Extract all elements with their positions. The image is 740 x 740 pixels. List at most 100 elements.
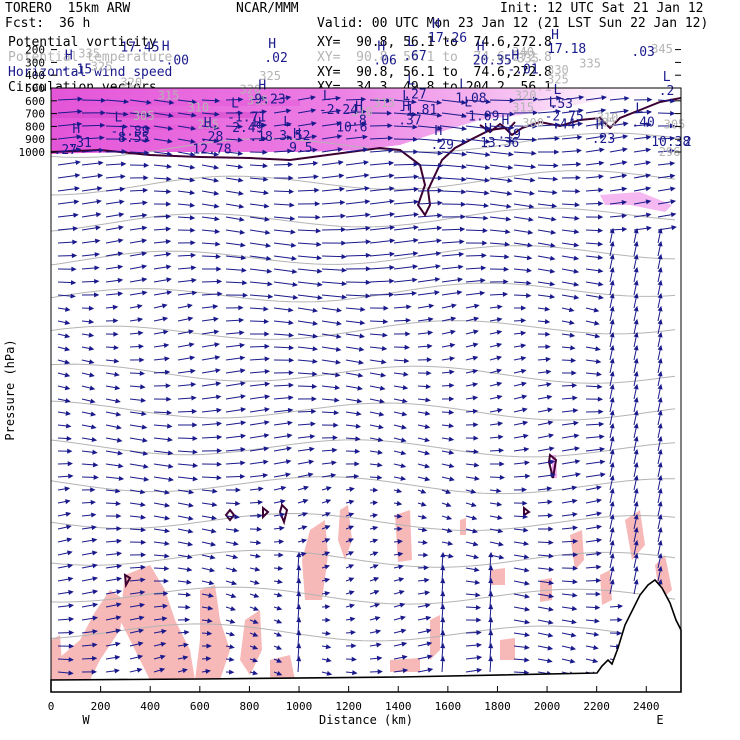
vector-head: [143, 175, 149, 181]
y-tick-label: 900: [25, 133, 45, 146]
vector-head: [166, 410, 173, 416]
x-tick-label: 1400: [385, 700, 412, 713]
vector-head: [485, 151, 491, 158]
vector-head: [335, 359, 342, 365]
vector-head: [252, 644, 259, 650]
extremum-letter: L: [635, 101, 643, 116]
vector-head: [314, 201, 321, 207]
vector-head: [633, 331, 639, 338]
vector-head: [311, 383, 318, 389]
vector-head: [594, 618, 600, 624]
vector-head: [600, 121, 606, 127]
vector-head: [72, 239, 78, 245]
vector-head: [264, 331, 270, 337]
vector-head: [94, 265, 100, 271]
vector-head: [609, 357, 615, 364]
vector-head: [621, 213, 628, 219]
vector-head: [112, 304, 119, 310]
vector-head: [365, 279, 372, 285]
vector-head: [140, 564, 146, 570]
vector-head: [523, 554, 530, 560]
theta-label: 315: [512, 101, 534, 115]
vector-head: [509, 98, 516, 104]
extremum-value: .40: [631, 115, 654, 130]
vector-head: [502, 291, 509, 297]
theta-label: 325: [91, 60, 113, 74]
vector-head: [597, 268, 604, 274]
vector-head: [472, 382, 479, 388]
vector-head: [139, 489, 146, 495]
vector-head: [549, 255, 556, 261]
vector-head: [448, 423, 455, 429]
vector-head: [633, 487, 639, 494]
vector-head: [288, 175, 294, 181]
vector-head: [358, 346, 365, 352]
vector-head: [572, 579, 578, 585]
vector-head: [397, 526, 403, 532]
vector-head: [206, 643, 212, 649]
vector-head: [189, 190, 196, 196]
vector-head: [277, 579, 283, 585]
vector-head: [213, 203, 220, 209]
vector-head: [498, 434, 504, 440]
extremum-value: .53: [550, 97, 573, 112]
vector-head: [92, 602, 99, 608]
vector-head: [645, 199, 652, 205]
vector-head: [237, 164, 244, 170]
vector-head: [90, 499, 96, 505]
vector-head: [633, 448, 639, 455]
vector-head: [253, 606, 259, 611]
vector-head: [311, 134, 318, 140]
vector-head: [189, 151, 196, 157]
vector-head: [598, 160, 605, 166]
vector-head: [356, 398, 363, 404]
vector-head: [123, 111, 129, 117]
vector-head: [254, 566, 261, 572]
extremum-letter: H: [435, 124, 443, 139]
vector-head: [191, 408, 198, 415]
vector-head: [263, 318, 270, 324]
vector-head: [400, 475, 407, 481]
vector-head: [240, 368, 246, 374]
extremum-letter: H: [355, 100, 363, 115]
extremum-value: 10.6: [336, 121, 367, 136]
vector-head: [213, 190, 220, 196]
vector-head: [325, 630, 331, 636]
vector-head: [276, 645, 283, 650]
vector-head: [115, 641, 121, 647]
theta-isoline: [51, 400, 676, 421]
vector-head: [289, 215, 296, 222]
vector-head: [361, 121, 368, 128]
vector-head: [239, 342, 246, 348]
y-tick-label: 600: [25, 95, 45, 108]
vector-head: [404, 344, 410, 350]
vector-head: [374, 602, 381, 608]
vector-head: [215, 381, 222, 387]
extremum-value: .19: [498, 128, 521, 143]
vector-head: [288, 370, 295, 376]
vector-head: [377, 669, 383, 675]
vector-head: [333, 410, 340, 416]
vector-head: [379, 385, 386, 391]
vector-head: [263, 190, 269, 196]
vector-head: [461, 164, 467, 170]
vector-head: [262, 149, 268, 155]
vector-head: [141, 424, 148, 430]
vector-head: [670, 212, 677, 218]
vector-head: [571, 485, 578, 491]
vector-head: [188, 502, 194, 508]
vector-head: [324, 604, 331, 610]
vector-head: [576, 161, 582, 167]
vector-head: [137, 304, 143, 309]
vector-head: [599, 434, 605, 440]
theta-isoline: [51, 586, 676, 605]
vector-head: [237, 123, 244, 129]
vector-head: [609, 578, 615, 585]
vector-head: [609, 539, 615, 546]
vector-head: [335, 108, 342, 114]
pv-contour-loop: [523, 505, 531, 517]
vector-head: [521, 487, 528, 493]
vector-head: [413, 212, 420, 218]
vector-head: [211, 515, 218, 521]
vector-head: [182, 668, 188, 674]
